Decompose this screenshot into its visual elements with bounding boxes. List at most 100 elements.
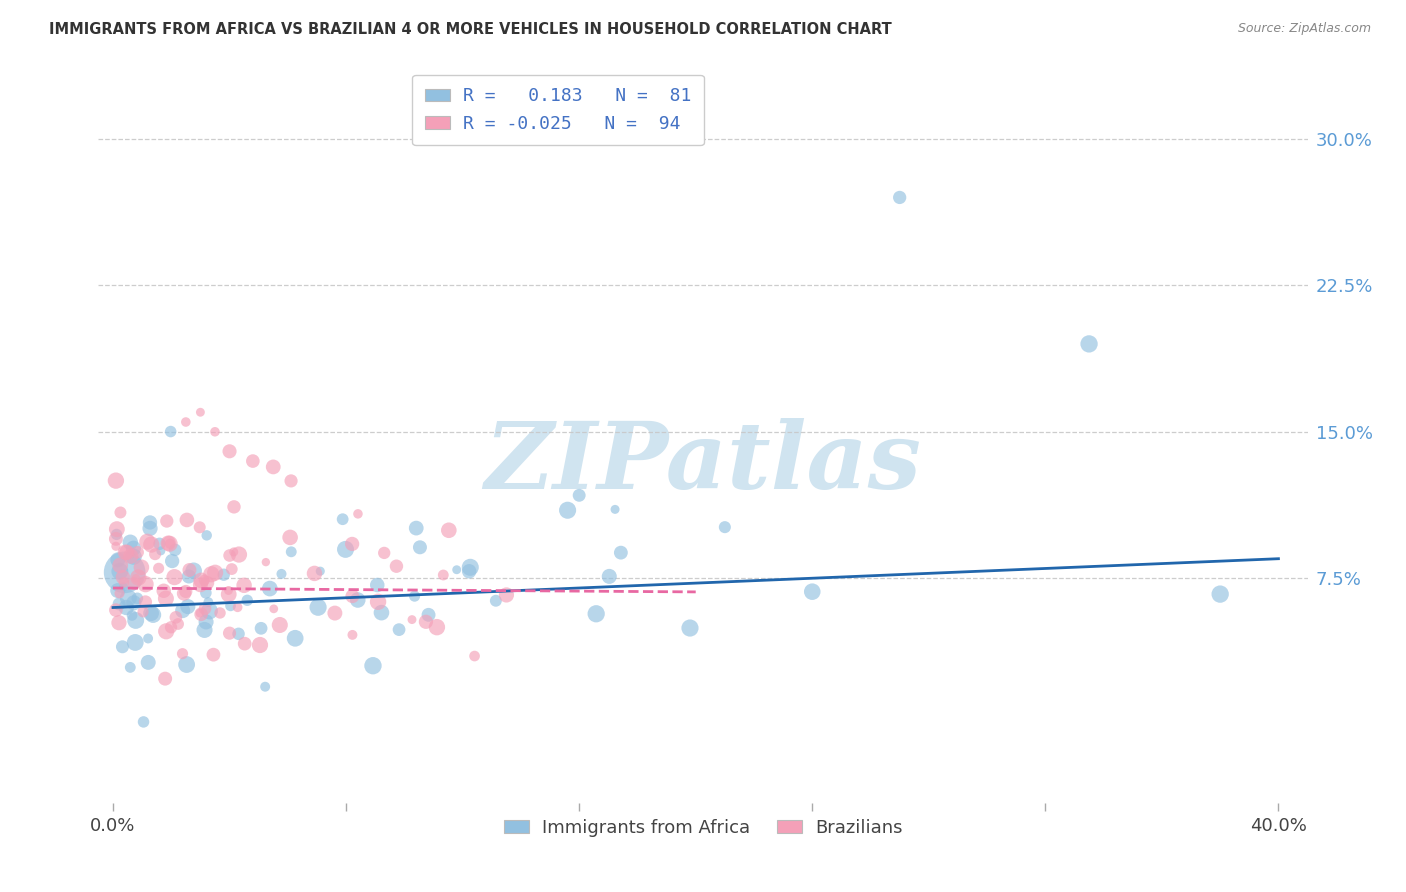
Point <box>426 620 449 634</box>
Point <box>134 595 156 609</box>
Point <box>603 502 626 516</box>
Point <box>188 606 211 620</box>
Point <box>335 542 357 557</box>
Point <box>108 586 131 600</box>
Point <box>204 566 226 580</box>
Point <box>173 586 195 600</box>
Point <box>679 621 702 635</box>
Point <box>226 600 249 615</box>
Point <box>115 600 138 615</box>
Point <box>152 583 174 598</box>
Point <box>259 582 281 596</box>
Point <box>280 545 302 559</box>
Point <box>221 562 243 576</box>
Point <box>183 564 205 578</box>
Point <box>160 554 183 568</box>
Point <box>136 656 159 670</box>
Point <box>194 601 217 615</box>
Point <box>148 537 170 551</box>
Point <box>233 578 256 592</box>
Point <box>198 604 221 618</box>
Point <box>280 474 302 488</box>
Point <box>409 541 432 555</box>
Point <box>174 415 197 429</box>
Point <box>204 425 226 439</box>
Point <box>249 638 271 652</box>
Point <box>250 621 273 635</box>
Point <box>112 575 135 590</box>
Point <box>165 610 187 624</box>
Point <box>361 658 384 673</box>
Point <box>219 599 242 613</box>
Point <box>218 583 240 598</box>
Point <box>432 568 454 582</box>
Point <box>1209 587 1232 601</box>
Point <box>309 564 332 578</box>
Point <box>385 559 408 574</box>
Point <box>122 549 145 564</box>
Point <box>801 584 824 599</box>
Point <box>307 600 329 615</box>
Point <box>176 657 198 672</box>
Point <box>269 618 291 632</box>
Point <box>200 567 222 582</box>
Point <box>190 578 212 592</box>
Point <box>458 564 481 578</box>
Point <box>222 500 245 514</box>
Point <box>340 537 363 551</box>
Point <box>218 626 240 640</box>
Text: IMMIGRANTS FROM AFRICA VS BRAZILIAN 4 OR MORE VEHICLES IN HOUSEHOLD CORRELATION : IMMIGRANTS FROM AFRICA VS BRAZILIAN 4 OR… <box>49 22 891 37</box>
Point <box>107 553 129 567</box>
Point <box>190 574 212 588</box>
Point <box>228 548 250 562</box>
Point <box>153 672 176 686</box>
Point <box>202 648 225 662</box>
Point <box>495 588 517 602</box>
Point <box>714 520 737 534</box>
Point <box>111 570 134 584</box>
Point <box>163 570 186 584</box>
Point <box>222 545 245 559</box>
Point <box>342 589 364 603</box>
Point <box>190 607 212 622</box>
Point <box>122 576 145 591</box>
Point <box>115 545 138 559</box>
Point <box>889 190 911 204</box>
Point <box>107 583 129 598</box>
Point <box>347 507 370 521</box>
Point <box>114 545 136 559</box>
Point <box>195 615 218 629</box>
Point <box>124 635 146 649</box>
Point <box>167 617 190 632</box>
Point <box>139 606 162 620</box>
Point <box>458 560 481 574</box>
Point <box>139 516 162 530</box>
Point <box>332 512 354 526</box>
Point <box>1078 337 1101 351</box>
Point <box>177 599 200 614</box>
Point <box>148 561 170 575</box>
Point <box>190 405 212 419</box>
Point <box>194 586 217 600</box>
Point <box>212 567 235 582</box>
Point <box>108 597 131 611</box>
Point <box>111 640 134 654</box>
Point <box>346 593 368 607</box>
Point <box>485 593 508 607</box>
Point <box>370 606 392 620</box>
Point <box>127 570 149 584</box>
Point <box>131 560 153 574</box>
Point <box>367 595 389 609</box>
Point <box>174 584 197 599</box>
Point <box>254 680 277 694</box>
Point <box>236 593 259 607</box>
Point <box>142 607 165 622</box>
Point <box>159 537 181 551</box>
Point <box>195 528 218 542</box>
Point <box>165 542 187 557</box>
Point <box>127 545 149 559</box>
Point <box>228 627 250 641</box>
Point <box>270 566 292 581</box>
Point <box>136 534 159 549</box>
Point <box>188 520 211 534</box>
